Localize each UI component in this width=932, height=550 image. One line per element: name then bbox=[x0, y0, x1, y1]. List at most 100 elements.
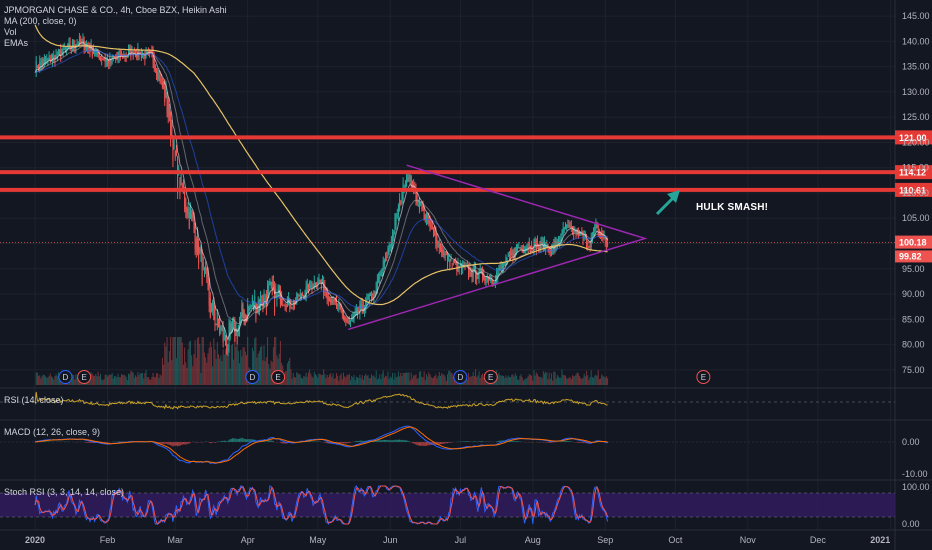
volume-bar bbox=[202, 337, 204, 385]
time-tick-label: Nov bbox=[740, 535, 757, 545]
resistance-line bbox=[0, 187, 895, 192]
candle bbox=[483, 274, 485, 280]
candle bbox=[493, 282, 495, 284]
candle bbox=[307, 285, 309, 293]
volume-bar bbox=[323, 369, 325, 385]
candle bbox=[580, 234, 582, 236]
volume-bar bbox=[320, 375, 322, 385]
volume-bar bbox=[507, 375, 509, 385]
macd-hist-bar bbox=[185, 442, 187, 445]
volume-bar bbox=[55, 374, 57, 385]
macd-hist-bar bbox=[561, 441, 563, 442]
volume-bar bbox=[332, 373, 334, 385]
candle bbox=[292, 300, 294, 308]
stoch-rsi-label: Stoch RSI (3, 3, 14, 14, close) bbox=[4, 487, 125, 497]
macd-hist-bar bbox=[466, 441, 468, 442]
volume-bar bbox=[501, 375, 503, 385]
volume-bar bbox=[41, 376, 43, 385]
candle bbox=[182, 181, 184, 191]
candle bbox=[193, 216, 195, 229]
candle bbox=[203, 268, 205, 273]
earnings-marker bbox=[271, 370, 286, 384]
volume-bar bbox=[203, 352, 205, 385]
volume-bar bbox=[269, 368, 271, 385]
volume-bar bbox=[110, 374, 112, 385]
volume-bar bbox=[304, 376, 306, 385]
time-tick-label: Jul bbox=[455, 535, 467, 545]
volume-bar bbox=[111, 373, 113, 385]
candle bbox=[230, 323, 232, 333]
candle bbox=[582, 234, 584, 239]
macd-hist-bar bbox=[324, 442, 326, 443]
candle bbox=[312, 286, 314, 288]
candle bbox=[153, 57, 155, 70]
candle bbox=[240, 312, 242, 324]
volume-bar bbox=[529, 375, 531, 385]
volume-bar bbox=[590, 370, 592, 385]
volume-bar bbox=[465, 376, 467, 385]
candle bbox=[311, 283, 313, 290]
macd-hist-bar bbox=[427, 442, 429, 446]
time-tick-label: Mar bbox=[168, 535, 184, 545]
resistance-price-tag bbox=[895, 130, 932, 145]
candle bbox=[247, 303, 249, 319]
volume-bar bbox=[447, 374, 448, 385]
candle bbox=[267, 286, 269, 305]
macd-hist-bar bbox=[360, 440, 362, 442]
macd-hist-bar bbox=[447, 442, 448, 444]
candle bbox=[584, 236, 586, 238]
marker-letter: E bbox=[701, 373, 706, 382]
volume-bar bbox=[173, 337, 175, 385]
candle bbox=[279, 288, 281, 305]
volume-bar bbox=[300, 377, 302, 385]
volume-bar bbox=[403, 373, 405, 385]
volume-bar bbox=[482, 373, 484, 385]
price-tick-label: 145.00 bbox=[902, 11, 930, 21]
macd-hist-bar bbox=[519, 441, 521, 442]
volume-bar bbox=[430, 376, 432, 385]
arrow-head bbox=[667, 190, 680, 203]
volume-bar bbox=[504, 378, 506, 385]
volume-bar bbox=[215, 358, 217, 385]
volume-bar bbox=[188, 341, 190, 385]
volume-bar bbox=[306, 376, 308, 385]
volume-bar bbox=[478, 371, 480, 385]
volume-bar bbox=[260, 347, 262, 385]
volume-bar bbox=[445, 380, 447, 385]
volume-bar bbox=[510, 377, 512, 385]
candle bbox=[146, 50, 148, 55]
macd-hist-bar bbox=[178, 442, 180, 446]
volume-bar bbox=[331, 376, 333, 385]
volume-bar bbox=[233, 359, 235, 385]
volume-bar bbox=[229, 368, 231, 385]
candle bbox=[513, 254, 515, 257]
volume-bar bbox=[272, 347, 274, 385]
macd-hist-bar bbox=[104, 442, 106, 443]
volume-bar bbox=[305, 372, 307, 385]
volume-bar bbox=[559, 377, 561, 385]
macd-hist-bar bbox=[246, 439, 248, 442]
candle bbox=[284, 305, 286, 307]
candle bbox=[339, 304, 341, 309]
candle bbox=[355, 308, 357, 313]
volume-bar bbox=[270, 360, 272, 385]
volume-bar bbox=[108, 375, 110, 385]
candle bbox=[333, 299, 335, 301]
macd-hist-bar bbox=[338, 442, 340, 443]
volume-bar bbox=[379, 374, 381, 385]
candle bbox=[518, 247, 520, 249]
candle bbox=[360, 303, 362, 309]
volume-bar bbox=[234, 337, 236, 385]
candle bbox=[560, 239, 562, 241]
volume-bar bbox=[156, 373, 158, 385]
candle bbox=[362, 306, 364, 312]
candle bbox=[244, 314, 246, 322]
candle bbox=[210, 304, 212, 312]
candle bbox=[452, 260, 454, 262]
volume-bar bbox=[541, 378, 543, 385]
candle bbox=[254, 296, 256, 304]
volume-bar bbox=[380, 379, 382, 385]
volume-bar bbox=[92, 375, 94, 385]
macd-hist-bar bbox=[339, 442, 341, 443]
